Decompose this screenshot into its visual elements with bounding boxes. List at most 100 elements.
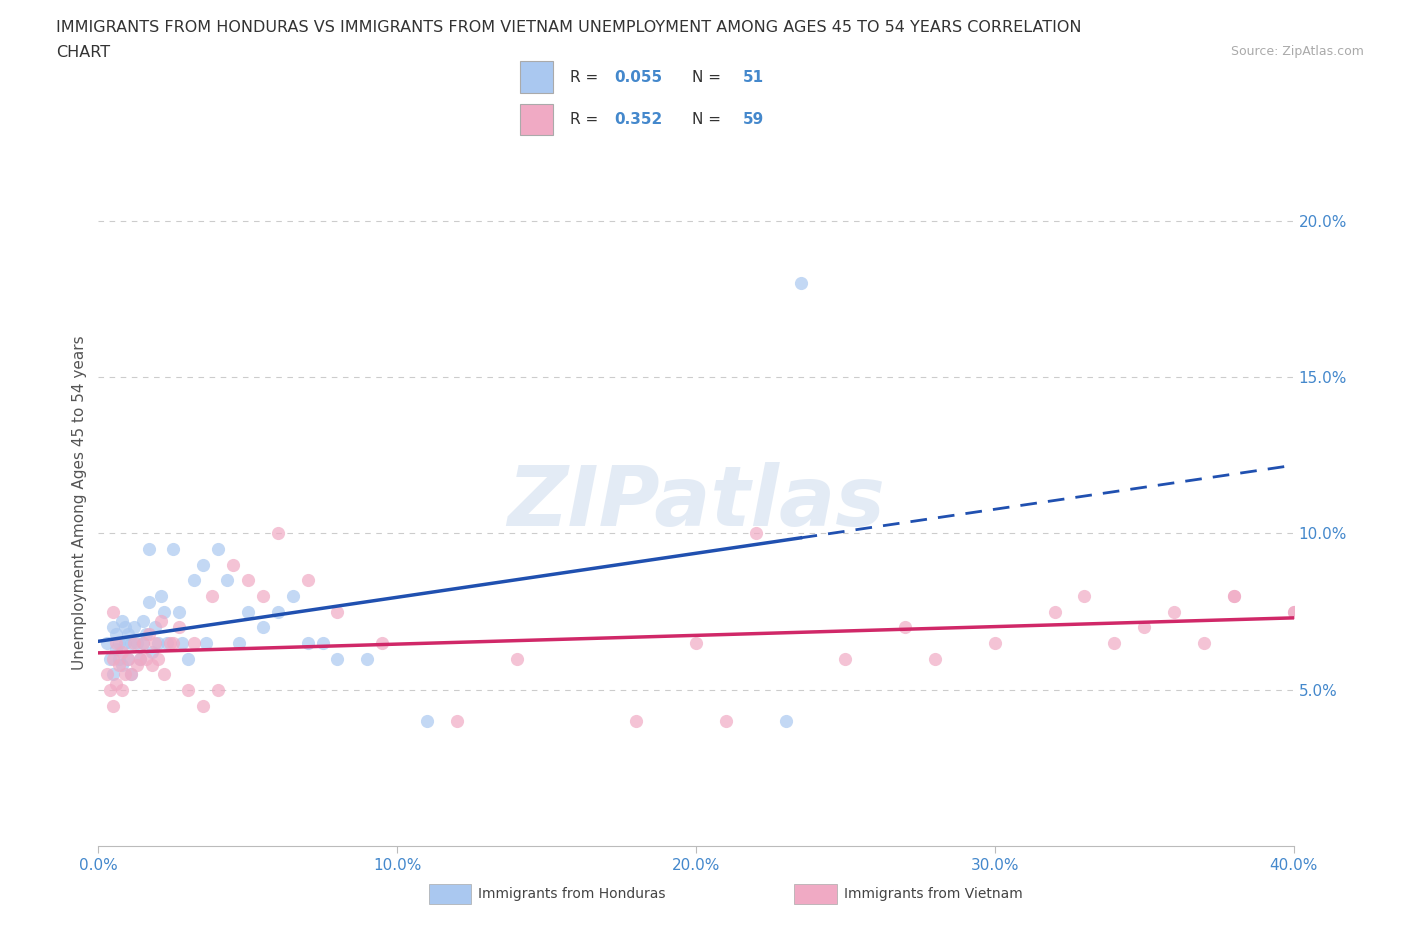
Point: [183, 635, 205, 650]
Point: [834, 651, 856, 666]
Point: [135, 651, 157, 666]
Point: [143, 635, 166, 650]
Point: [150, 589, 173, 604]
Point: [183, 573, 205, 588]
Point: [252, 620, 274, 635]
Point: [148, 651, 170, 666]
Point: [894, 620, 917, 635]
Text: Immigrants from Honduras: Immigrants from Honduras: [478, 886, 665, 901]
Point: [117, 651, 139, 666]
FancyBboxPatch shape: [520, 103, 554, 136]
Point: [162, 635, 184, 650]
Point: [222, 557, 245, 572]
Point: [984, 635, 1007, 650]
Point: [105, 676, 128, 691]
Point: [1223, 589, 1246, 604]
Point: [96, 667, 118, 682]
Point: [96, 635, 118, 650]
Text: Immigrants from Vietnam: Immigrants from Vietnam: [844, 886, 1022, 901]
Point: [124, 635, 146, 650]
Point: [267, 604, 290, 619]
Point: [108, 651, 131, 666]
Point: [215, 573, 238, 588]
Point: [111, 683, 134, 698]
Point: [103, 651, 125, 666]
Text: 0.055: 0.055: [614, 70, 662, 85]
Point: [1282, 604, 1305, 619]
Point: [236, 573, 259, 588]
Point: [685, 635, 707, 650]
Point: [297, 573, 319, 588]
Text: R =: R =: [571, 70, 603, 85]
Point: [117, 626, 139, 641]
Point: [371, 635, 394, 650]
Point: [141, 644, 163, 659]
Point: [127, 635, 149, 650]
Point: [111, 614, 134, 629]
Point: [195, 635, 218, 650]
Point: [228, 635, 250, 650]
Point: [191, 557, 214, 572]
Point: [114, 635, 136, 650]
Point: [103, 620, 125, 635]
Text: R =: R =: [571, 112, 603, 126]
Text: N =: N =: [692, 70, 725, 85]
Point: [153, 667, 176, 682]
Point: [356, 651, 378, 666]
Point: [100, 651, 122, 666]
Point: [138, 626, 160, 641]
Point: [297, 635, 319, 650]
Text: N =: N =: [692, 112, 725, 126]
Point: [150, 614, 173, 629]
Text: IMMIGRANTS FROM HONDURAS VS IMMIGRANTS FROM VIETNAM UNEMPLOYMENT AMONG AGES 45 T: IMMIGRANTS FROM HONDURAS VS IMMIGRANTS F…: [56, 20, 1081, 35]
Point: [132, 635, 155, 650]
Y-axis label: Unemployment Among Ages 45 to 54 years: Unemployment Among Ages 45 to 54 years: [72, 335, 87, 670]
Point: [267, 526, 290, 541]
Point: [1073, 589, 1095, 604]
Point: [1104, 635, 1126, 650]
Point: [207, 683, 229, 698]
Text: Source: ZipAtlas.com: Source: ZipAtlas.com: [1230, 45, 1364, 58]
Point: [117, 651, 139, 666]
Point: [1043, 604, 1066, 619]
Point: [191, 698, 214, 713]
Point: [138, 541, 160, 556]
Point: [1133, 620, 1156, 635]
Text: 51: 51: [742, 70, 763, 85]
Point: [100, 683, 122, 698]
Point: [103, 667, 125, 682]
Point: [132, 614, 155, 629]
Point: [172, 635, 194, 650]
Point: [1282, 604, 1305, 619]
Point: [311, 635, 333, 650]
Point: [326, 604, 349, 619]
Point: [1223, 589, 1246, 604]
Text: CHART: CHART: [56, 45, 110, 60]
Point: [120, 667, 142, 682]
Point: [506, 651, 529, 666]
Point: [281, 589, 304, 604]
Point: [1163, 604, 1185, 619]
Point: [177, 651, 200, 666]
Point: [159, 635, 181, 650]
Point: [446, 713, 468, 728]
Point: [114, 667, 136, 682]
Point: [127, 658, 149, 672]
Point: [626, 713, 648, 728]
Point: [103, 604, 125, 619]
Point: [129, 651, 152, 666]
Point: [111, 644, 134, 659]
Point: [156, 635, 179, 650]
Text: ZIPatlas: ZIPatlas: [508, 461, 884, 543]
FancyBboxPatch shape: [520, 61, 554, 93]
Point: [103, 698, 125, 713]
Point: [141, 658, 163, 672]
Point: [124, 620, 146, 635]
Point: [789, 276, 811, 291]
Point: [108, 635, 131, 650]
Point: [111, 658, 134, 672]
Point: [177, 683, 200, 698]
Point: [236, 604, 259, 619]
Point: [153, 604, 176, 619]
Point: [120, 667, 142, 682]
